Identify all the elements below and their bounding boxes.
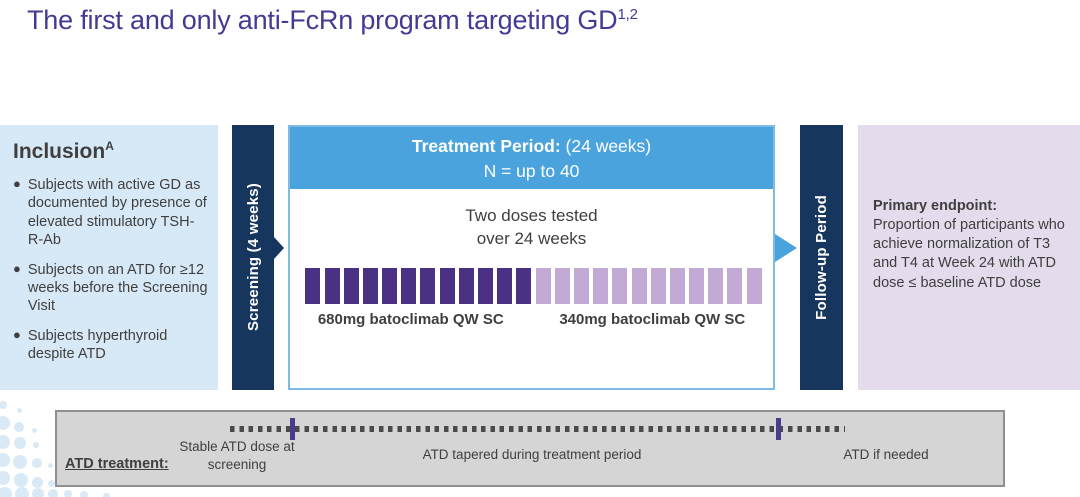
treatment-subtitle: Two doses tested over 24 weeks bbox=[465, 206, 598, 248]
endpoint-heading: Primary endpoint: bbox=[873, 198, 998, 214]
screening-arrow-icon bbox=[274, 237, 284, 259]
timeline-tick-icon bbox=[290, 418, 295, 440]
followup-bar: Follow-up Period bbox=[800, 125, 843, 390]
inclusion-bullet-text: Subjects hyperthyroid despite ATD bbox=[27, 327, 168, 363]
dose-bar bbox=[708, 268, 724, 304]
decorative-dot bbox=[0, 471, 10, 485]
dose-bar bbox=[727, 268, 743, 304]
timeline-tick-icon bbox=[776, 418, 781, 440]
endpoint-body: Proportion of participants who achieve n… bbox=[873, 217, 1065, 291]
dose-bar bbox=[401, 268, 417, 304]
decorative-dot bbox=[102, 492, 110, 497]
dose-bar bbox=[305, 268, 321, 304]
dose-bar bbox=[439, 268, 455, 304]
decorative-dot bbox=[64, 490, 72, 497]
dose-bars bbox=[302, 268, 765, 304]
treatment-header-line2: N = up to 40 bbox=[483, 160, 580, 181]
dose-bar bbox=[324, 268, 340, 304]
decorative-dot bbox=[32, 458, 42, 468]
decorative-dot bbox=[0, 487, 12, 497]
dose-bar bbox=[573, 268, 589, 304]
inclusion-bullet: ● Subjects with active GD as documented … bbox=[13, 176, 208, 250]
dose-label-680mg: 680mg batoclimab QW SC bbox=[317, 311, 504, 328]
dose-bar bbox=[478, 268, 494, 304]
dose-bar bbox=[631, 268, 647, 304]
decorative-dot bbox=[13, 455, 27, 469]
dose-bar bbox=[497, 268, 513, 304]
dose-bar bbox=[420, 268, 436, 304]
inclusion-heading: InclusionA bbox=[13, 139, 114, 163]
inclusion-heading-superscript: A bbox=[105, 139, 114, 153]
inclusion-panel: InclusionA ● Subjects with active GD as … bbox=[0, 125, 218, 390]
screening-bar: Screening (4 weeks) bbox=[232, 125, 274, 390]
page-title-superscript: 1,2 bbox=[617, 6, 638, 23]
dose-bar bbox=[689, 268, 705, 304]
inclusion-bullet: ● Subjects on an ATD for ≥12 weeks befor… bbox=[13, 261, 208, 316]
followup-arrow-icon bbox=[775, 234, 797, 262]
bullet-icon: ● bbox=[13, 260, 21, 276]
decorative-dot bbox=[31, 427, 37, 433]
decorative-dot bbox=[16, 407, 22, 413]
dose-bar bbox=[516, 268, 532, 304]
dose-bar bbox=[746, 268, 762, 304]
decorative-dot bbox=[0, 416, 10, 430]
bullet-icon: ● bbox=[13, 326, 21, 342]
inclusion-bullet: ● Subjects hyperthyroid despite ATD bbox=[13, 327, 208, 364]
decorative-dot bbox=[33, 442, 39, 448]
dose-bar bbox=[593, 268, 609, 304]
decorative-dot bbox=[14, 473, 28, 487]
atd-treatment-label: ATD treatment: bbox=[65, 456, 169, 472]
dose-bar bbox=[535, 268, 551, 304]
dose-bar bbox=[382, 268, 398, 304]
endpoint-panel: Primary endpoint: Proportion of particip… bbox=[858, 125, 1080, 390]
page-title-text: The first and only anti-FcRn program tar… bbox=[27, 5, 618, 35]
treatment-header-line1: Treatment Period: (24 weeks) bbox=[411, 136, 652, 156]
decorative-dot bbox=[47, 479, 55, 487]
dose-label-340mg: 340mg batoclimab QW SC bbox=[559, 311, 746, 328]
decorative-dot bbox=[0, 453, 10, 467]
decorative-dot bbox=[32, 488, 44, 497]
decorative-dot bbox=[48, 489, 58, 497]
decorative-dot bbox=[31, 476, 43, 488]
decorative-dot bbox=[14, 422, 24, 432]
atd-timeline-bar: ATD treatment: Stable ATD dose at screen… bbox=[55, 410, 1005, 487]
decorative-dot bbox=[0, 435, 10, 449]
treatment-box: Treatment Period: (24 weeks) N = up to 4… bbox=[288, 125, 775, 390]
decorative-dot bbox=[14, 437, 26, 449]
dose-bar bbox=[612, 268, 628, 304]
treatment-header: Treatment Period: (24 weeks) N = up to 4… bbox=[290, 127, 773, 189]
dose-bar bbox=[362, 268, 378, 304]
bullet-icon: ● bbox=[13, 176, 21, 191]
dose-bar bbox=[650, 268, 666, 304]
inclusion-bullet-text: Subjects with active GD as documented by… bbox=[27, 177, 207, 249]
dose-bar bbox=[554, 268, 570, 304]
decorative-dot bbox=[0, 401, 7, 409]
dose-bar bbox=[343, 268, 359, 304]
atd-phase-tapered: ATD tapered during treatment period bbox=[422, 447, 642, 462]
inclusion-bullet-text: Subjects on an ATD for ≥12 weeks before … bbox=[27, 261, 208, 315]
dose-bar bbox=[669, 268, 685, 304]
screening-bar-label: Screening (4 weeks) bbox=[244, 183, 262, 332]
atd-phase-if-needed: ATD if needed bbox=[843, 447, 929, 462]
followup-bar-label: Follow-up Period bbox=[813, 195, 830, 320]
dotted-timeline-icon bbox=[230, 426, 845, 432]
decorative-dot bbox=[80, 491, 88, 497]
page-title: The first and only anti-FcRn program tar… bbox=[27, 5, 638, 36]
dose-bar bbox=[458, 268, 474, 304]
atd-phase-stable: Stable ATD dose at screening bbox=[179, 439, 295, 472]
decorative-dot bbox=[47, 462, 53, 468]
dose-labels: 680mg batoclimab QW SC 340mg batoclimab … bbox=[290, 311, 773, 328]
decorative-dot bbox=[15, 487, 29, 497]
